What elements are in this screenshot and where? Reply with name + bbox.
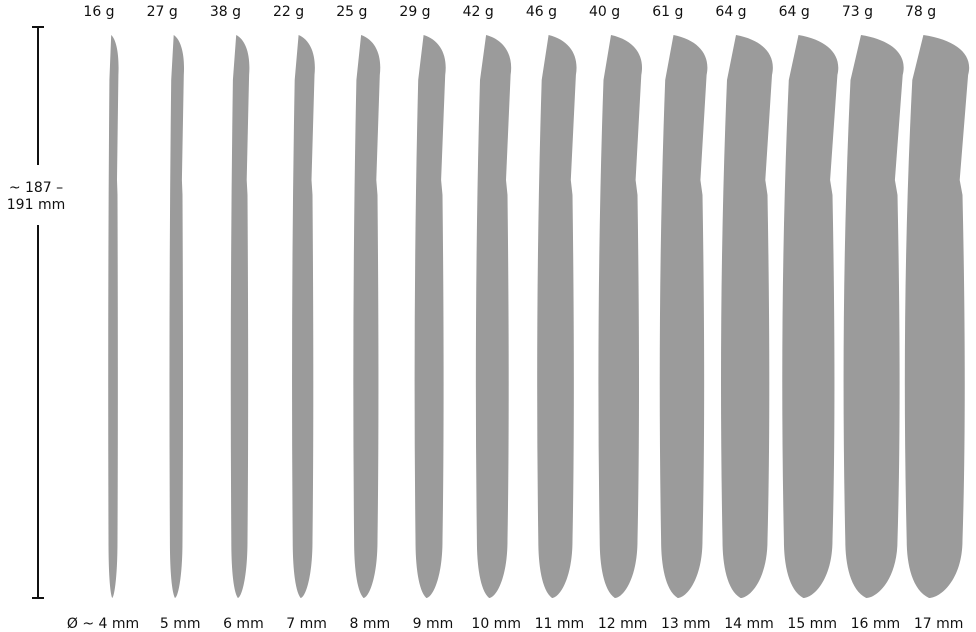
dilator (475, 35, 512, 598)
dilator (782, 35, 839, 598)
diameter-label: Ø ~ 4 mm (67, 616, 139, 632)
length-label: ~ 187 – (9, 180, 63, 196)
diameter-label: 13 mm (661, 616, 711, 632)
weight-label: 78 g (905, 4, 936, 20)
weight-label: 42 g (463, 4, 494, 20)
length-label: 191 mm (7, 197, 65, 213)
diameter-label: 9 mm (413, 616, 454, 632)
weight-label: 25 g (336, 4, 367, 20)
dilator (659, 35, 708, 598)
dilator (598, 35, 643, 598)
diameter-label: 7 mm (286, 616, 327, 632)
diameter-label: 11 mm (535, 616, 585, 632)
weight-label: 61 g (652, 4, 683, 20)
diameter-label: 15 mm (787, 616, 837, 632)
weight-label: 64 g (715, 4, 746, 20)
weight-label: 40 g (589, 4, 620, 20)
diameter-label: 17 mm (914, 616, 964, 632)
diameter-label: 14 mm (724, 616, 774, 632)
dilator (169, 35, 185, 598)
diameter-label: 12 mm (598, 616, 648, 632)
weight-label: 64 g (779, 4, 810, 20)
weight-label: 73 g (842, 4, 873, 20)
weight-label: 46 g (526, 4, 557, 20)
dilator (353, 35, 381, 598)
dilator (108, 35, 119, 598)
diameter-label: 16 mm (851, 616, 901, 632)
weight-label: 27 g (147, 4, 178, 20)
diameter-label: 10 mm (471, 616, 521, 632)
weight-label: 16 g (83, 4, 114, 20)
dilator (292, 35, 315, 598)
dilator (230, 35, 250, 598)
diameter-label: 6 mm (223, 616, 264, 632)
diameter-label: 8 mm (349, 616, 390, 632)
dilator (904, 35, 970, 598)
dilator (843, 35, 904, 598)
dilator (537, 35, 577, 598)
weight-label: 22 g (273, 4, 304, 20)
dilator (721, 35, 773, 598)
diameter-label: 5 mm (160, 616, 201, 632)
weight-label: 38 g (210, 4, 241, 20)
weight-label: 29 g (399, 4, 430, 20)
dilator (414, 35, 446, 598)
